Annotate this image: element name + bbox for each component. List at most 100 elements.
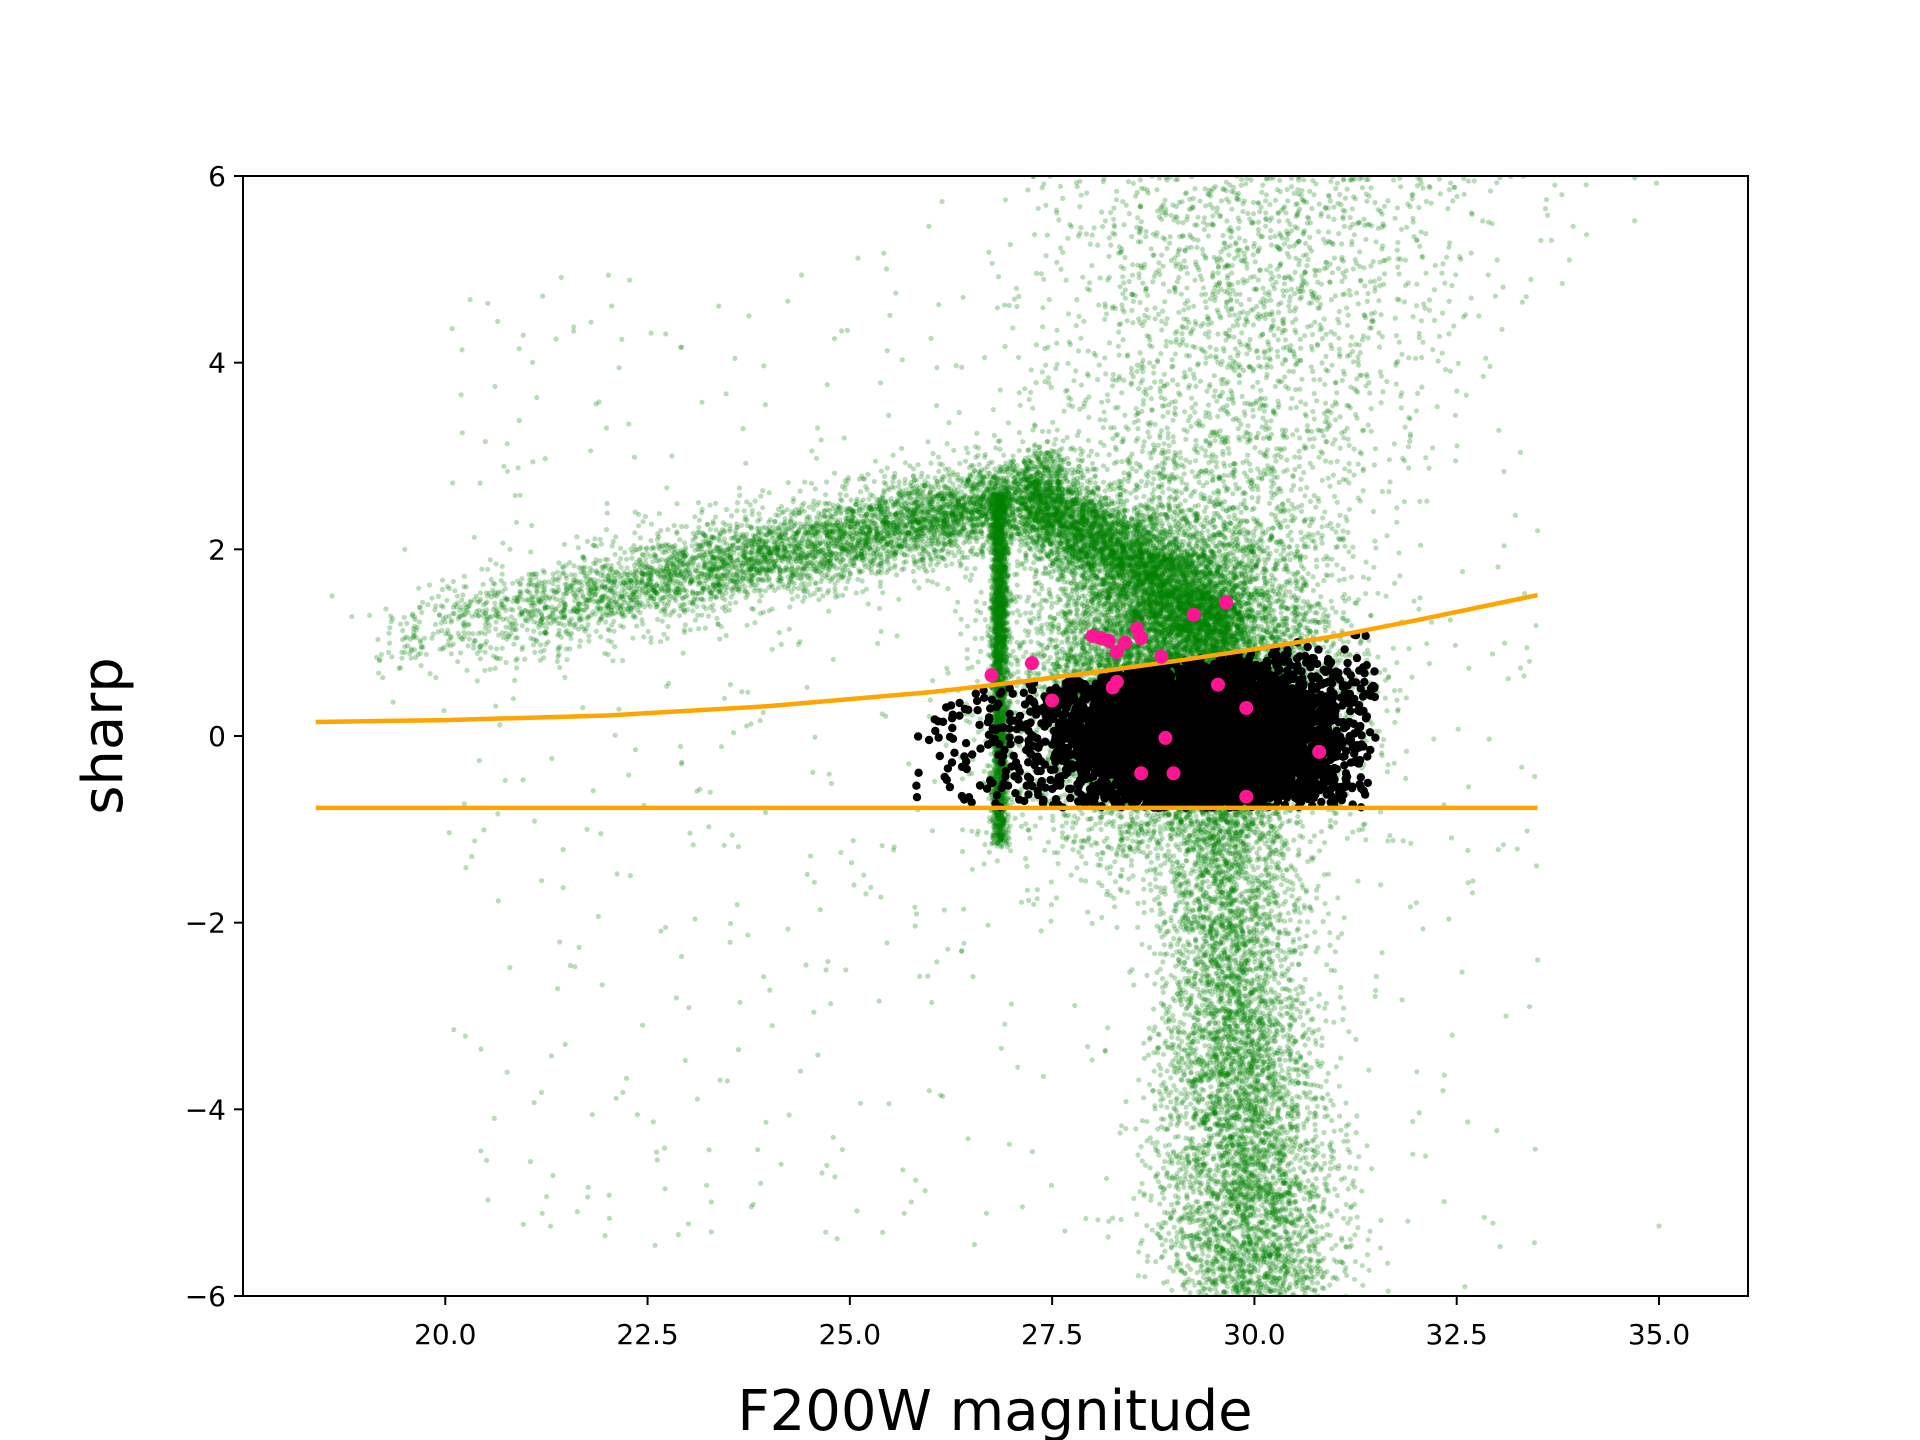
all-source-point <box>1054 427 1060 433</box>
all-source-point <box>464 667 470 673</box>
all-source-point <box>508 614 515 620</box>
all-source-point <box>416 619 422 625</box>
all-source-point <box>524 588 530 594</box>
all-source-point <box>819 567 826 573</box>
all-source-point <box>493 619 499 625</box>
all-source-point <box>903 534 909 540</box>
all-source-point <box>853 590 859 596</box>
all-source-point <box>636 594 642 600</box>
all-source-point <box>974 509 980 515</box>
all-source-point <box>474 608 480 615</box>
all-source-point <box>757 598 763 604</box>
all-source-point <box>613 534 619 540</box>
all-source-point <box>503 659 509 666</box>
all-source-point <box>466 636 472 642</box>
all-source-point <box>420 644 426 650</box>
all-source-point <box>866 496 872 502</box>
all-source-point <box>773 551 779 557</box>
all-source-point <box>824 524 830 530</box>
all-source-point <box>568 582 574 588</box>
all-source-point <box>977 546 984 552</box>
all-source-point <box>1013 479 1019 485</box>
all-source-point <box>938 477 944 483</box>
all-source-point <box>902 460 909 466</box>
all-source-point <box>807 592 814 598</box>
all-source-point <box>921 523 927 529</box>
all-source-point <box>632 614 639 621</box>
all-source-point <box>592 536 598 542</box>
all-source-point <box>503 607 509 614</box>
all-source-point <box>734 500 741 506</box>
all-source-point <box>962 574 969 580</box>
all-source-point <box>881 488 887 494</box>
all-source-point <box>811 555 817 561</box>
all-source-point <box>833 511 839 517</box>
all-source-point <box>662 608 668 614</box>
all-source-point <box>831 564 837 570</box>
all-source-point <box>412 616 418 623</box>
all-source-point <box>757 559 763 565</box>
all-source-point <box>952 486 958 492</box>
all-source-point <box>540 568 546 574</box>
all-source-point <box>920 500 926 506</box>
all-source-point <box>827 578 833 584</box>
all-source-point <box>695 612 701 619</box>
all-source-point <box>838 565 844 571</box>
all-source-point <box>810 502 816 508</box>
all-source-point <box>826 566 832 572</box>
all-source-point <box>673 590 679 596</box>
all-source-point <box>766 490 772 496</box>
all-source-point <box>786 525 792 532</box>
all-source-point <box>479 566 485 572</box>
all-source-point <box>386 649 392 656</box>
all-source-point <box>842 486 848 492</box>
all-source-point <box>604 562 610 568</box>
all-source-point <box>831 536 837 542</box>
all-source-point <box>615 591 622 597</box>
all-source-point <box>680 595 686 601</box>
all-source-point <box>934 581 940 587</box>
all-source-point <box>639 576 645 582</box>
all-source-point <box>612 610 619 616</box>
all-source-point <box>813 581 819 587</box>
all-source-point <box>407 650 413 657</box>
all-source-point <box>556 560 562 566</box>
all-source-point <box>878 551 884 557</box>
all-source-point <box>704 521 711 528</box>
all-source-point <box>537 642 544 648</box>
all-source-point <box>929 537 935 544</box>
all-source-point <box>549 604 555 610</box>
all-source-point <box>618 611 624 617</box>
all-source-point <box>898 515 904 522</box>
all-source-point <box>793 558 800 564</box>
all-source-point <box>396 665 402 671</box>
all-source-point <box>642 563 648 570</box>
all-source-point <box>826 587 832 594</box>
all-source-point <box>909 513 916 519</box>
all-source-point <box>974 538 980 545</box>
all-source-point <box>436 612 442 618</box>
all-source-point <box>891 485 897 491</box>
all-source-point <box>1044 439 1050 445</box>
all-source-point <box>458 650 464 656</box>
all-source-point <box>461 573 467 579</box>
all-source-point <box>747 578 753 584</box>
all-source-point <box>695 500 702 506</box>
all-source-point <box>493 626 499 632</box>
all-source-point <box>930 567 936 574</box>
all-source-point <box>501 581 507 587</box>
all-source-point <box>682 601 688 608</box>
all-source-point <box>380 675 386 681</box>
all-source-point <box>493 561 499 567</box>
all-source-point <box>919 495 925 501</box>
all-source-point <box>612 644 618 650</box>
all-source-point <box>928 460 934 466</box>
all-source-point <box>703 606 709 612</box>
all-source-point <box>969 522 976 528</box>
all-source-point <box>561 622 567 629</box>
all-source-point <box>494 646 500 652</box>
all-source-point <box>675 557 681 563</box>
all-source-point <box>976 462 982 468</box>
all-source-point <box>537 630 543 636</box>
all-source-point <box>967 577 973 583</box>
